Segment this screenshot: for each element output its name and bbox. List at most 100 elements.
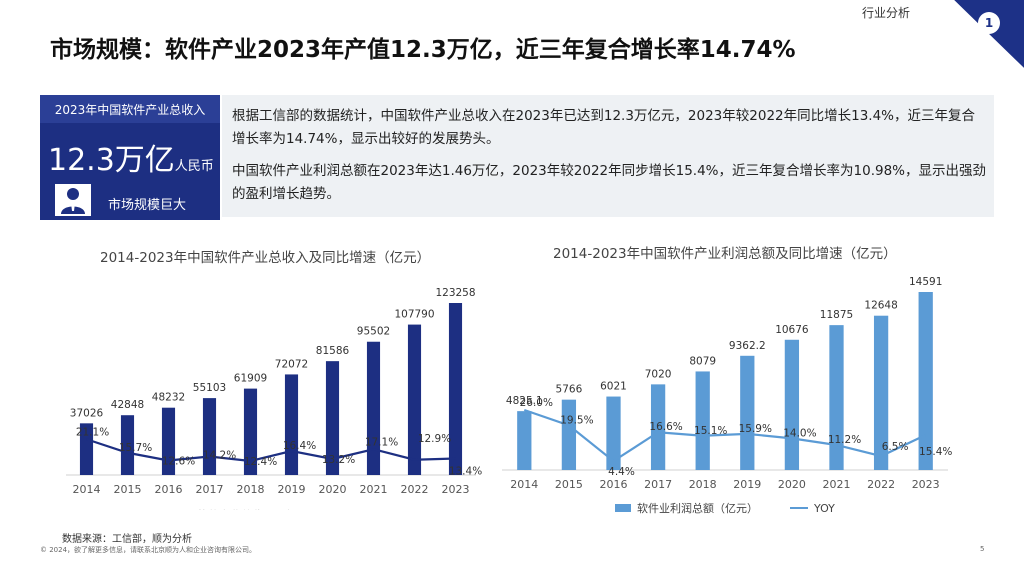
bar-value-label: 11875 <box>820 309 853 321</box>
bar-value-label: 81586 <box>316 345 350 357</box>
profit-chart: 4825.1 2014 5766 2015 6021 2016 7020 2017 8079 20… <box>502 276 952 515</box>
summary-paragraph-revenue: 根据工信部的数据统计，中国软件产业总收入在2023年已达到12.3万亿元，202… <box>232 108 976 147</box>
yoy-line <box>86 438 456 463</box>
summary-panel: 根据工信部的数据统计，中国软件产业总收入在2023年已达到12.3万亿元，202… <box>222 95 994 217</box>
yoy-value-label: 14.2% <box>203 450 236 462</box>
x-tick-label: 2022 <box>401 483 429 496</box>
legend-line-label: YOY <box>813 502 835 515</box>
bar <box>325 361 340 475</box>
yoy-value-label: 14.0% <box>783 427 816 439</box>
bar-value-label: 7020 <box>645 368 672 380</box>
x-tick-label: 2018 <box>689 478 717 491</box>
page-badge: 1 <box>978 12 1000 34</box>
x-tick-label: 2016 <box>600 478 628 491</box>
kpi-value-wrap: 12.3万亿人民币 <box>48 135 214 179</box>
x-tick-label: 2014 <box>73 483 101 496</box>
bar <box>366 341 381 475</box>
kpi-unit: 人民币 <box>174 159 214 174</box>
bar <box>407 324 422 475</box>
yoy-value-label: 12.9% <box>418 433 451 445</box>
section-label: 行业分析 <box>862 6 911 20</box>
yoy-value-label: 13.2% <box>322 454 355 466</box>
x-tick-label: 2015 <box>114 483 142 496</box>
bar <box>606 396 621 470</box>
yoy-value-label: 13.4% <box>449 466 482 478</box>
bar-value-label: 107790 <box>394 309 434 321</box>
bar-value-label: 10676 <box>775 324 809 336</box>
bar <box>120 415 135 475</box>
bar-value-label: 61909 <box>234 373 267 385</box>
yoy-value-label: 17.1% <box>365 436 398 448</box>
bar-value-label: 55103 <box>193 382 226 394</box>
bar <box>517 411 532 470</box>
yoy-line <box>523 408 927 463</box>
bar-value-label: 12648 <box>864 300 897 312</box>
bar <box>202 398 217 475</box>
page-title: 市场规模：软件产业2023年产值12.3万亿，近三年复合增长率14.74% <box>50 37 796 63</box>
x-tick-label: 2021 <box>360 483 388 496</box>
yoy-value-label: 6.5% <box>882 441 909 453</box>
x-tick-label: 2021 <box>823 478 851 491</box>
summary-paragraph-profit: 中国软件产业利润总额在2023年达1.46万亿，2023年较2022年同步增长1… <box>232 163 986 202</box>
x-tick-label: 2023 <box>442 483 470 496</box>
yoy-value-label: 12.4% <box>244 456 277 468</box>
yoy-value-label: 11.2% <box>828 434 861 446</box>
kpi-description: 市场规模巨大 <box>108 198 187 213</box>
x-tick-label: 2019 <box>278 483 306 496</box>
bar-value-label: 9362.2 <box>729 340 766 352</box>
bar <box>561 399 577 470</box>
x-tick-label: 2017 <box>644 478 672 491</box>
x-tick-label: 2015 <box>555 478 583 491</box>
bar-value-label: 14591 <box>909 276 942 288</box>
bar-value-label: 5766 <box>556 384 583 396</box>
legend-line-label: YOY <box>338 509 360 510</box>
data-source: 数据来源：工信部，顺为分析 <box>62 534 192 545</box>
bar-value-label: 37026 <box>70 407 104 419</box>
yoy-value-label: 4.4% <box>608 466 635 478</box>
yoy-value-label: 12.6% <box>162 456 195 468</box>
kpi-value: 12.3万亿 <box>48 143 175 178</box>
bar <box>784 339 800 470</box>
bar <box>243 388 258 475</box>
bar <box>284 374 299 475</box>
yoy-value-label: 21.1% <box>76 426 109 438</box>
bar-value-label: 72072 <box>275 358 308 370</box>
bar <box>829 325 844 470</box>
yoy-value-label: 26.0% <box>520 397 553 409</box>
bar <box>448 303 463 475</box>
x-tick-label: 2018 <box>237 483 265 496</box>
page-number: 5 <box>980 545 985 553</box>
x-tick-label: 2020 <box>778 478 806 491</box>
bar-value-label: 42848 <box>111 399 144 411</box>
yoy-value-label: 15.7% <box>119 442 152 454</box>
user-icon <box>55 184 91 216</box>
bar-value-label: 95502 <box>357 326 390 338</box>
bar <box>740 355 755 470</box>
x-tick-label: 2023 <box>912 478 940 491</box>
bar-value-label: 8079 <box>689 355 716 367</box>
yoy-value-label: 16.6% <box>649 421 682 433</box>
kpi-label: 2023年中国软件产业总收入 <box>54 103 206 117</box>
legend-bar-label: 软件产业总收入（亿） <box>197 508 307 510</box>
chart-title-profit: 2014-2023年中国软件产业利润总额及同比增速（亿元） <box>553 246 897 262</box>
x-tick-label: 2014 <box>510 478 538 491</box>
legend-bar-label: 软件业利润总额（亿元） <box>637 501 758 515</box>
yoy-value-label: 15.4% <box>919 446 952 458</box>
yoy-value-label: 16.4% <box>283 440 316 452</box>
yoy-value-label: 15.9% <box>739 423 772 435</box>
corner-decoration <box>952 0 1024 72</box>
revenue-chart: 37026 2014 42848 2015 48232 2016 55103 2017 6190… <box>66 287 482 510</box>
x-tick-label: 2022 <box>867 478 895 491</box>
x-tick-label: 2016 <box>155 483 183 496</box>
x-tick-label: 2019 <box>733 478 761 491</box>
bar-value-label: 4825.1 <box>506 395 543 407</box>
yoy-value-label: 15.1% <box>694 425 727 437</box>
bar <box>695 371 710 470</box>
bar-value-label: 123258 <box>435 287 475 299</box>
chart-title-revenue: 2014-2023年中国软件产业总收入及同比增速（亿元） <box>100 250 431 266</box>
bar-value-label: 6021 <box>600 381 627 393</box>
copyright-notice: © 2024，欲了解更多信息，请联系北京顺为人和企业咨询有限公司。 <box>40 546 257 554</box>
bar <box>161 407 176 475</box>
bar-value-label: 48232 <box>152 392 185 404</box>
x-tick-label: 2020 <box>319 483 347 496</box>
